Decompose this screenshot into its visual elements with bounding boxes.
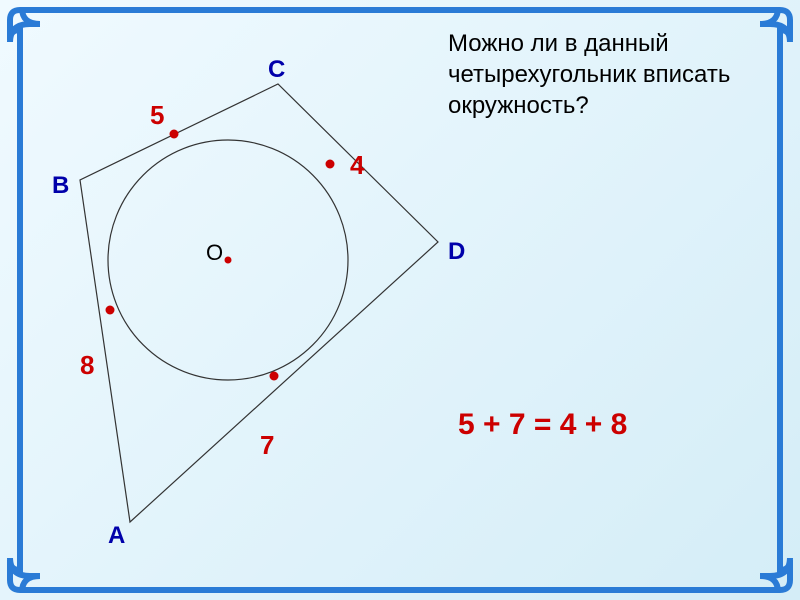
question-text: Можно ли в данный четырехугольник вписат… [448,28,800,122]
tangent-point-ab [106,306,115,315]
equation-text: 5 + 7 = 4 + 8 [458,408,627,442]
vertex-label-a: A [108,522,125,550]
center-point [225,257,232,264]
tangent-point-cd [326,160,335,169]
side-label-ab: 8 [80,350,94,381]
side-label-cd: 4 [350,150,364,181]
vertex-label-b: B [52,172,69,200]
side-label-ad: 7 [260,430,274,461]
side-label-bc: 5 [150,100,164,131]
tangent-point-ad [270,372,279,381]
center-label: O [206,240,223,266]
vertex-label-c: C [268,56,285,84]
tangent-point-bc [170,130,179,139]
vertex-label-d: D [448,238,465,266]
quadrilateral [80,84,438,522]
